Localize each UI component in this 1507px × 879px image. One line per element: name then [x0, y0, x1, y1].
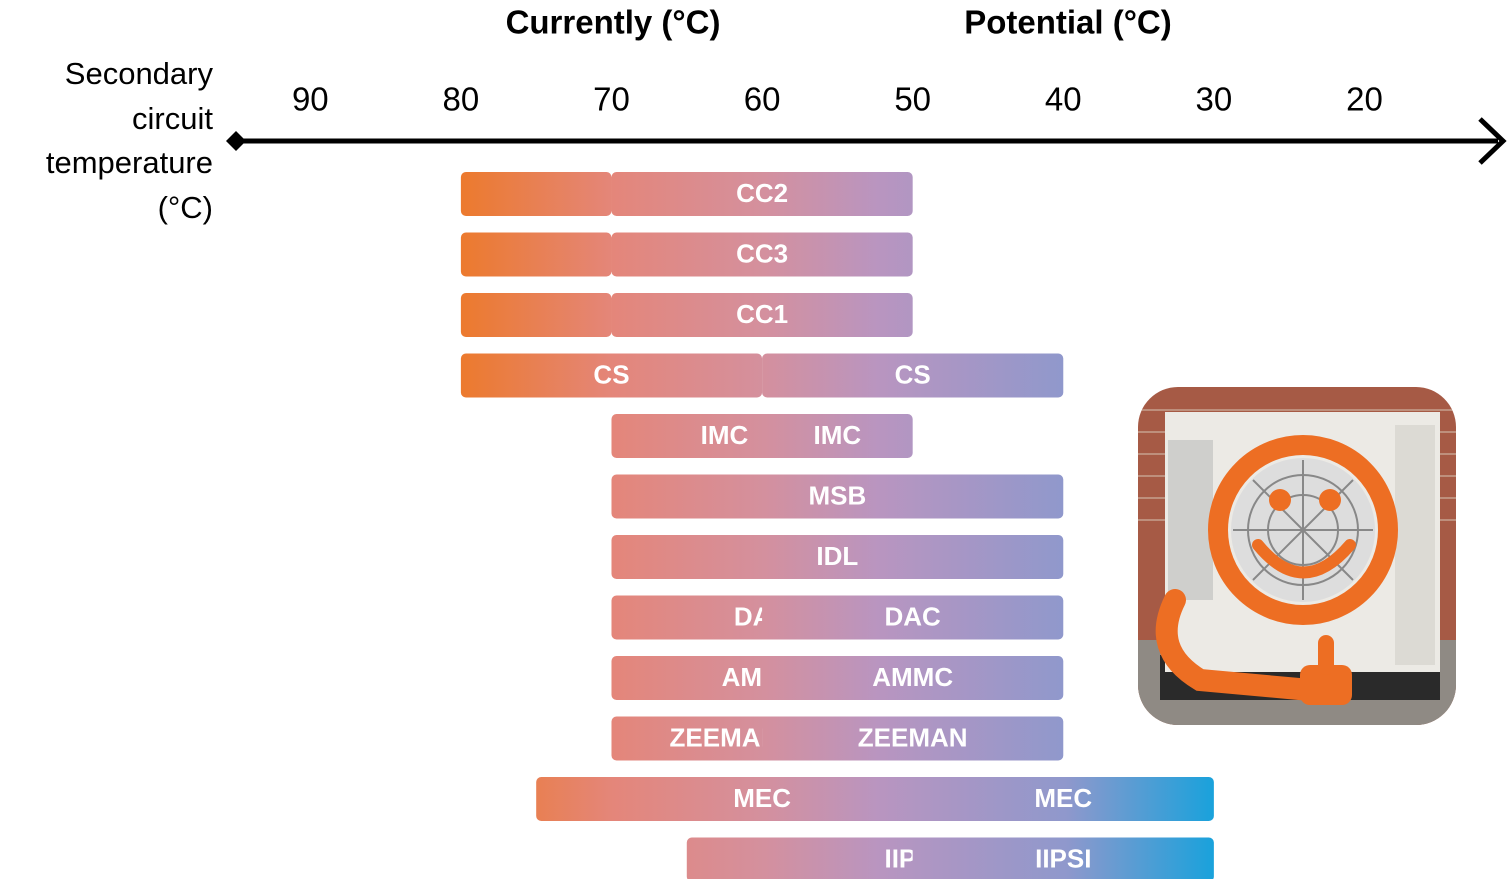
row: CC1 [461, 293, 913, 337]
row: CC2 [461, 172, 913, 216]
range-bar [461, 293, 612, 337]
range-bar [461, 233, 612, 277]
axis [226, 119, 1503, 163]
bar-label: IMC [701, 420, 749, 450]
row: DACDAC [611, 596, 1063, 640]
x-tick-label: 20 [1346, 81, 1383, 118]
bar-label: IIPSI [1035, 843, 1091, 873]
row: CS CS [461, 354, 1063, 398]
bar-label: IDL [816, 541, 858, 571]
range-bar [461, 172, 612, 216]
bar-label: AMMC [872, 662, 953, 692]
bar-label: MEC [1034, 783, 1092, 813]
heat-pump-photo [1138, 387, 1456, 725]
x-tick-label: 90 [292, 81, 329, 118]
row: IMC IMC [611, 414, 912, 458]
bar-label: CS [593, 359, 629, 389]
x-tick-label: 30 [1196, 81, 1233, 118]
x-tick-label: 70 [593, 81, 630, 118]
x-tick-label: 80 [443, 81, 480, 118]
row: MEC MEC [536, 777, 1214, 821]
chart: Currently (°C) Potential (°C) 90 80 70 60 50… [0, 0, 1507, 879]
bar-label: ZEEMAN [858, 722, 968, 752]
bar-label: MEC [733, 783, 791, 813]
x-tick-label: 60 [744, 81, 781, 118]
row: IIPSIIIPSI [687, 838, 1214, 879]
row: AMMCAMMC [611, 656, 1063, 700]
header: Currently (°C) [506, 4, 721, 41]
bar-label: CC3 [736, 238, 788, 268]
bar-label: CC2 [736, 178, 788, 208]
x-tick-label: 40 [1045, 81, 1082, 118]
bar-label: CC1 [736, 299, 788, 329]
bar-label: DAC [885, 601, 942, 631]
bar-label: MSB [808, 480, 866, 510]
page: Secondary circuit temperature (°C) Curre… [0, 0, 1507, 879]
header: Potential (°C) [964, 4, 1172, 41]
bar-label: IMC [814, 420, 862, 450]
bar-label: CS [895, 359, 931, 389]
x-tick-label: 50 [894, 81, 931, 118]
row: CC3 [461, 233, 913, 277]
row: IDL [611, 535, 1063, 579]
row: MSB [611, 475, 1063, 519]
